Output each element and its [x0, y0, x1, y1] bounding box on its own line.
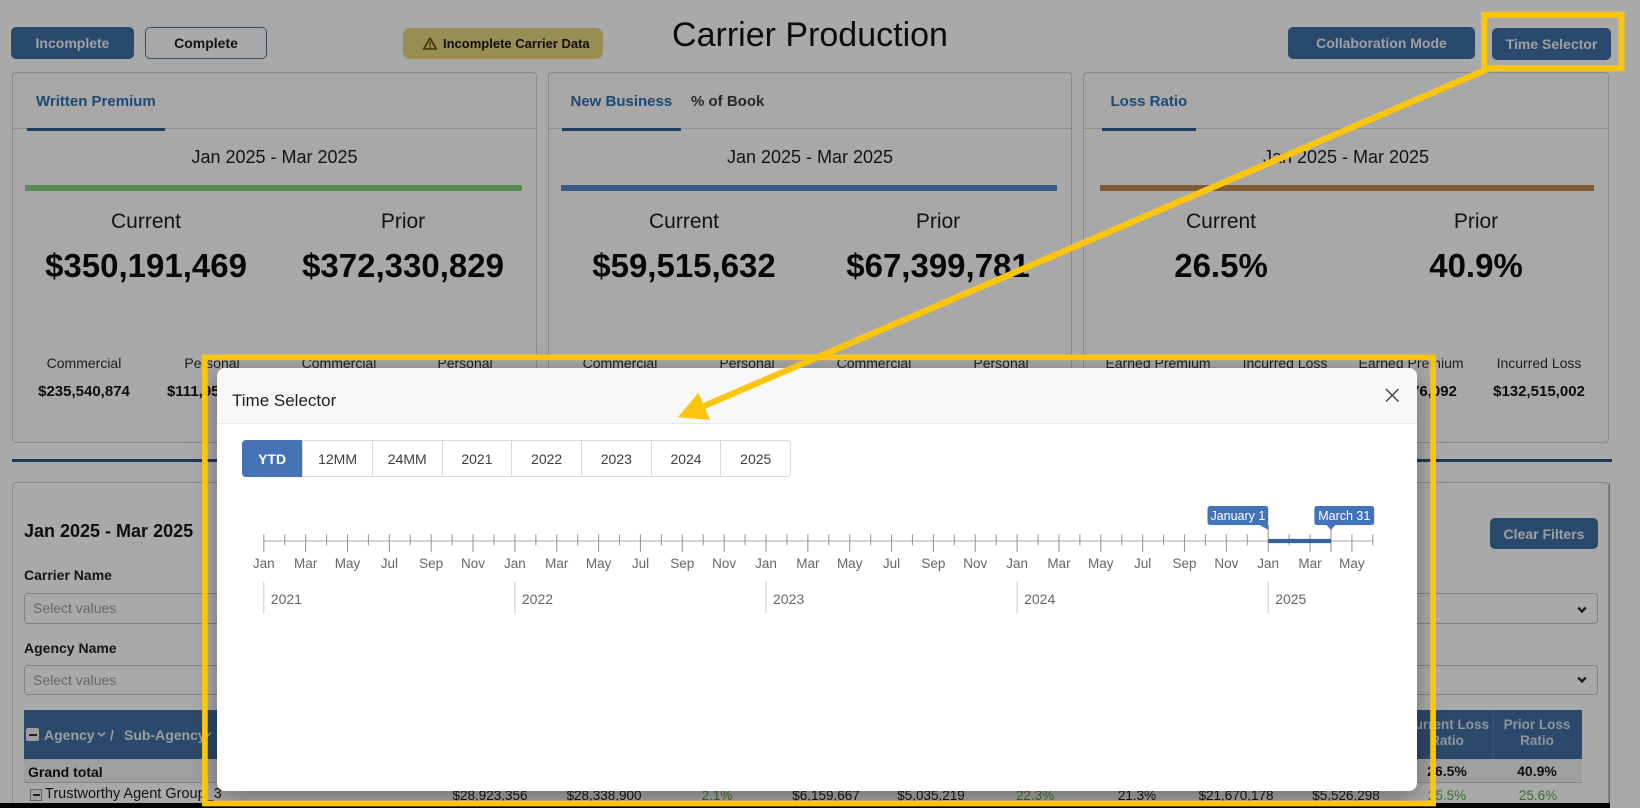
svg-text:Sep: Sep	[921, 556, 945, 571]
svg-text:2025: 2025	[1275, 591, 1306, 607]
svg-text:Sep: Sep	[670, 556, 694, 571]
svg-text:May: May	[586, 556, 612, 571]
svg-text:January 1: January 1	[1210, 509, 1265, 523]
svg-text:May: May	[837, 556, 863, 571]
svg-text:Jan: Jan	[1006, 556, 1028, 571]
svg-text:Jan: Jan	[755, 556, 777, 571]
svg-text:Jan: Jan	[1257, 556, 1279, 571]
svg-text:May: May	[335, 556, 361, 571]
svg-text:2023: 2023	[773, 591, 804, 607]
svg-text:Jan: Jan	[504, 556, 526, 571]
svg-text:2024: 2024	[1024, 591, 1055, 607]
svg-text:2021: 2021	[271, 591, 302, 607]
svg-text:2022: 2022	[522, 591, 553, 607]
svg-text:Mar: Mar	[796, 556, 820, 571]
svg-text:Jul: Jul	[632, 556, 649, 571]
svg-text:Jul: Jul	[381, 556, 398, 571]
svg-text:Jul: Jul	[883, 556, 900, 571]
svg-text:Jul: Jul	[1134, 556, 1151, 571]
svg-text:Nov: Nov	[461, 556, 485, 571]
svg-text:Mar: Mar	[1047, 556, 1071, 571]
svg-text:Nov: Nov	[963, 556, 987, 571]
svg-text:May: May	[1339, 556, 1365, 571]
svg-text:March 31: March 31	[1318, 509, 1370, 523]
svg-text:Jan: Jan	[253, 556, 275, 571]
svg-text:Sep: Sep	[419, 556, 443, 571]
svg-text:Mar: Mar	[294, 556, 318, 571]
svg-text:Nov: Nov	[712, 556, 736, 571]
svg-text:Mar: Mar	[545, 556, 569, 571]
svg-text:Mar: Mar	[1298, 556, 1322, 571]
svg-text:May: May	[1088, 556, 1114, 571]
svg-text:Sep: Sep	[1172, 556, 1196, 571]
svg-text:Nov: Nov	[1214, 556, 1238, 571]
